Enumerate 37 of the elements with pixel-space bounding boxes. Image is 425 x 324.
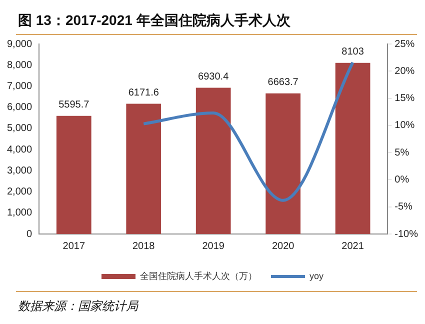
bar bbox=[266, 93, 300, 234]
data-label: 6930.4 bbox=[198, 71, 230, 82]
bar bbox=[56, 116, 92, 234]
y-tick-label: 0 bbox=[26, 228, 32, 240]
y2-tick-label: 20% bbox=[394, 66, 415, 77]
x-tick-label: 2017 bbox=[62, 240, 86, 252]
bar bbox=[196, 88, 231, 234]
y2-tick-label: -5% bbox=[394, 202, 413, 213]
chart-title: 图 13：2017-2021 年全国住院病人手术人次 bbox=[17, 11, 292, 30]
y2-tick-label: 0% bbox=[394, 174, 410, 186]
y2-tick-label: 15% bbox=[394, 93, 415, 104]
bar bbox=[126, 104, 162, 234]
y2-tick-label: 5% bbox=[394, 147, 410, 158]
y2-tick-label: 10% bbox=[394, 120, 415, 132]
y-tick-label: 8,000 bbox=[6, 60, 32, 71]
y2-tick-label: -10% bbox=[394, 228, 418, 240]
data-label: 6663.7 bbox=[268, 77, 299, 88]
y-tick-label: 1,000 bbox=[6, 208, 32, 219]
data-label: 5595.7 bbox=[58, 100, 90, 111]
data-label: 8103 bbox=[342, 46, 364, 58]
x-tick-label: 2021 bbox=[342, 240, 364, 252]
x-tick-label: 2018 bbox=[132, 240, 156, 252]
y-tick-label: 3,000 bbox=[6, 165, 32, 176]
y-tick-label: 9,000 bbox=[6, 38, 32, 50]
y-tick-label: 2,000 bbox=[6, 186, 32, 198]
y-tick-label: 4,000 bbox=[6, 144, 32, 156]
x-tick-label: 2020 bbox=[272, 240, 295, 252]
data-label: 6171.6 bbox=[128, 87, 160, 98]
y-tick-label: 6,000 bbox=[6, 102, 32, 114]
x-tick-label: 2019 bbox=[202, 240, 225, 252]
y-tick-label: 7,000 bbox=[6, 80, 32, 92]
bar bbox=[335, 62, 370, 234]
legend-label: 全国住院病人手术人次（万） bbox=[140, 270, 257, 281]
source-note: 数据来源：国家统计局 bbox=[17, 298, 140, 315]
y2-tick-label: 25% bbox=[394, 38, 415, 50]
legend-label: yoy bbox=[309, 270, 324, 281]
y-tick-label: 5,000 bbox=[6, 123, 32, 134]
